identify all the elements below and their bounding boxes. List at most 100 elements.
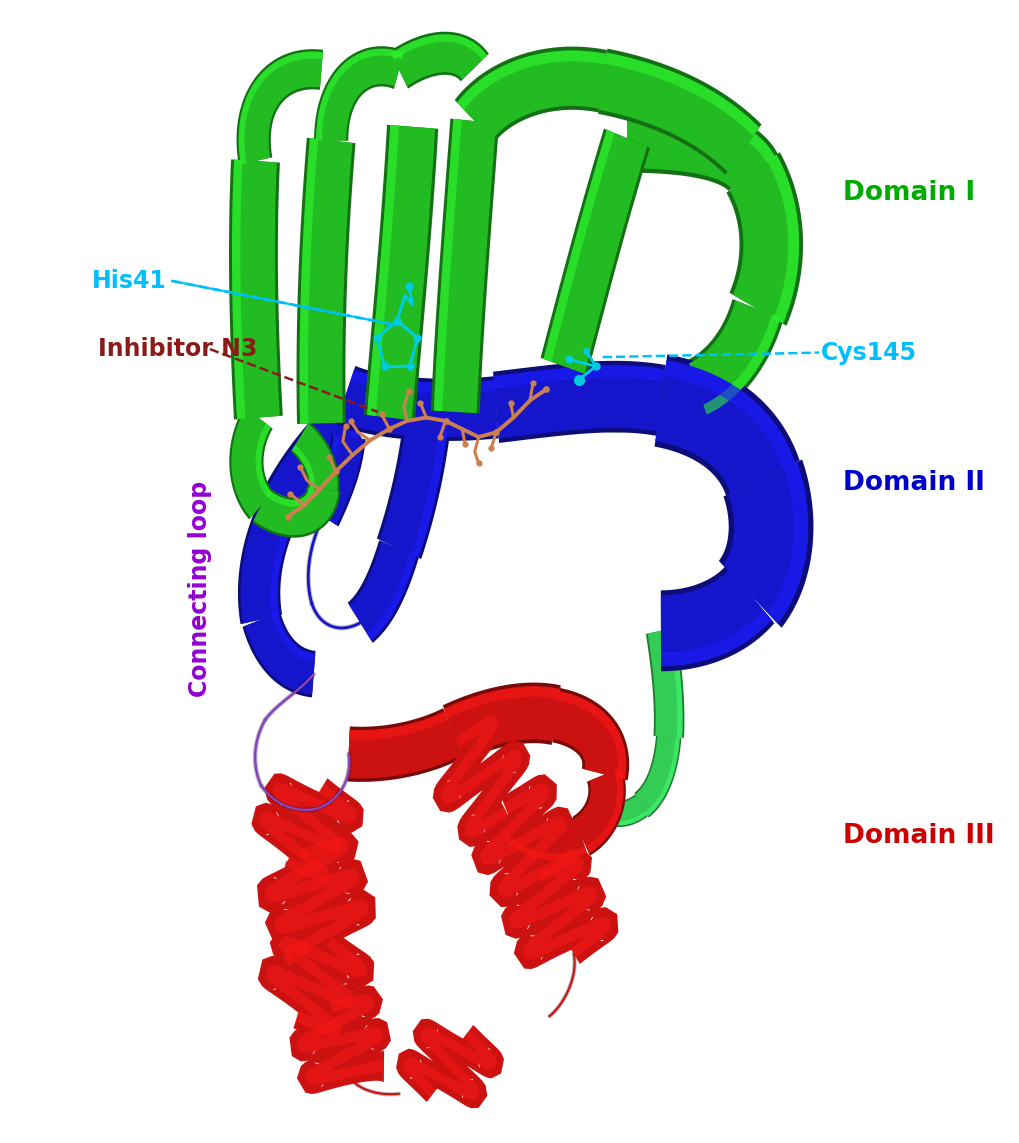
- Polygon shape: [254, 488, 338, 535]
- Polygon shape: [660, 609, 770, 666]
- Polygon shape: [270, 519, 293, 617]
- Polygon shape: [471, 774, 579, 908]
- Polygon shape: [573, 767, 626, 856]
- Polygon shape: [726, 152, 802, 326]
- Polygon shape: [335, 366, 498, 441]
- Polygon shape: [635, 735, 679, 816]
- Polygon shape: [540, 128, 649, 375]
- Polygon shape: [245, 613, 315, 695]
- Polygon shape: [288, 429, 360, 523]
- Polygon shape: [261, 399, 360, 523]
- Polygon shape: [390, 34, 486, 86]
- Polygon shape: [367, 553, 416, 640]
- Polygon shape: [634, 735, 681, 817]
- Polygon shape: [454, 47, 606, 142]
- Polygon shape: [654, 360, 794, 494]
- Polygon shape: [238, 51, 323, 165]
- Polygon shape: [668, 628, 682, 737]
- Polygon shape: [766, 154, 798, 323]
- Polygon shape: [238, 51, 323, 165]
- Polygon shape: [702, 314, 780, 415]
- Polygon shape: [543, 130, 646, 374]
- Polygon shape: [508, 856, 610, 960]
- Polygon shape: [251, 774, 364, 892]
- Polygon shape: [647, 628, 682, 737]
- Polygon shape: [348, 542, 416, 640]
- Polygon shape: [337, 369, 497, 437]
- Polygon shape: [310, 434, 363, 525]
- Polygon shape: [500, 846, 618, 969]
- Polygon shape: [432, 706, 530, 847]
- Polygon shape: [266, 488, 314, 506]
- Polygon shape: [502, 833, 586, 861]
- Polygon shape: [552, 692, 626, 780]
- Polygon shape: [229, 159, 282, 419]
- Polygon shape: [347, 709, 462, 782]
- Polygon shape: [310, 434, 339, 512]
- Polygon shape: [367, 125, 435, 421]
- Polygon shape: [591, 402, 704, 429]
- Polygon shape: [265, 838, 368, 965]
- Polygon shape: [440, 716, 522, 838]
- Polygon shape: [367, 125, 398, 416]
- Polygon shape: [231, 160, 279, 419]
- Polygon shape: [266, 936, 366, 1038]
- Polygon shape: [766, 462, 807, 624]
- Polygon shape: [479, 784, 577, 897]
- Text: Domain II: Domain II: [843, 470, 984, 496]
- Polygon shape: [457, 50, 606, 110]
- Polygon shape: [231, 408, 272, 518]
- Polygon shape: [390, 34, 486, 61]
- Text: Inhibitor N3: Inhibitor N3: [98, 337, 258, 361]
- Polygon shape: [257, 828, 375, 975]
- Polygon shape: [252, 487, 340, 537]
- Polygon shape: [347, 541, 419, 642]
- Polygon shape: [645, 737, 679, 816]
- Polygon shape: [271, 613, 315, 662]
- Text: Cys145: Cys145: [820, 341, 916, 365]
- Polygon shape: [457, 50, 606, 139]
- Polygon shape: [433, 119, 462, 411]
- Polygon shape: [430, 119, 498, 414]
- Polygon shape: [256, 424, 272, 498]
- Polygon shape: [403, 1028, 496, 1100]
- Polygon shape: [347, 711, 460, 778]
- Polygon shape: [604, 53, 758, 136]
- Polygon shape: [627, 107, 774, 189]
- Polygon shape: [395, 1018, 503, 1109]
- Polygon shape: [297, 138, 356, 424]
- Polygon shape: [300, 138, 318, 424]
- Text: Domain III: Domain III: [843, 823, 994, 849]
- Polygon shape: [722, 462, 807, 624]
- Polygon shape: [364, 125, 438, 421]
- Polygon shape: [443, 686, 559, 758]
- Polygon shape: [442, 682, 560, 761]
- Text: Connecting loop: Connecting loop: [189, 480, 212, 697]
- Polygon shape: [237, 501, 297, 624]
- Polygon shape: [300, 138, 353, 424]
- Polygon shape: [627, 104, 777, 191]
- Polygon shape: [585, 768, 623, 853]
- Polygon shape: [574, 768, 623, 853]
- Polygon shape: [597, 49, 761, 175]
- Polygon shape: [654, 354, 799, 495]
- Polygon shape: [258, 397, 362, 525]
- Polygon shape: [595, 794, 647, 828]
- Polygon shape: [493, 366, 664, 439]
- Polygon shape: [493, 366, 664, 389]
- Polygon shape: [551, 688, 629, 781]
- Polygon shape: [688, 301, 780, 415]
- Polygon shape: [411, 416, 448, 558]
- Polygon shape: [316, 49, 404, 141]
- Polygon shape: [291, 424, 337, 491]
- Polygon shape: [660, 569, 770, 666]
- Polygon shape: [236, 49, 323, 165]
- Polygon shape: [290, 422, 339, 491]
- Polygon shape: [501, 809, 587, 863]
- Polygon shape: [596, 796, 646, 825]
- Polygon shape: [543, 130, 614, 361]
- Polygon shape: [229, 407, 273, 519]
- Text: His41: His41: [92, 269, 166, 293]
- Polygon shape: [557, 692, 626, 780]
- Polygon shape: [389, 32, 488, 88]
